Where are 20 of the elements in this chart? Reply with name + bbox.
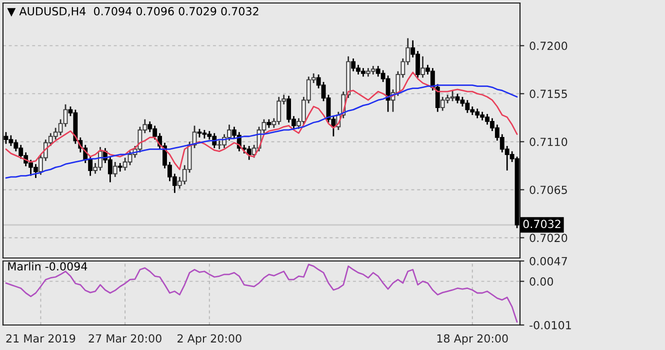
- y-tick-label: 0.0047: [530, 256, 567, 266]
- y-tick-label: 0.7110: [530, 138, 568, 146]
- y-tick-label: 0.7020: [530, 234, 568, 242]
- line-series: [5, 72, 518, 170]
- y-tick-label: 0.00: [530, 277, 554, 286]
- candlestick: [246, 145, 252, 161]
- candlestick: [420, 56, 425, 78]
- y-tick-label: -0.0101: [530, 320, 571, 330]
- chart-title: ▼ AUDUSD,H4 0.7094 0.7096 0.7029 0.7032: [7, 7, 258, 17]
- y-tick-label: 0.7155: [530, 90, 567, 98]
- y-tick-label: 0.7200: [530, 42, 568, 50]
- ref-line-label: 0.7032: [523, 220, 560, 228]
- chart-title: Marlin -0.0094: [8, 262, 88, 271]
- x-tick-label: 2 Apr 20:00: [178, 334, 242, 345]
- y-tick-label: 0.7065: [530, 186, 567, 194]
- x-tick-label: 27 Mar 20:00: [88, 334, 162, 343]
- candlestick: [112, 161, 118, 178]
- x-tick-label: 21 Mar 2019: [6, 334, 76, 343]
- x-tick-label: 18 Apr 20:00: [437, 334, 508, 345]
- line-series: [5, 264, 518, 323]
